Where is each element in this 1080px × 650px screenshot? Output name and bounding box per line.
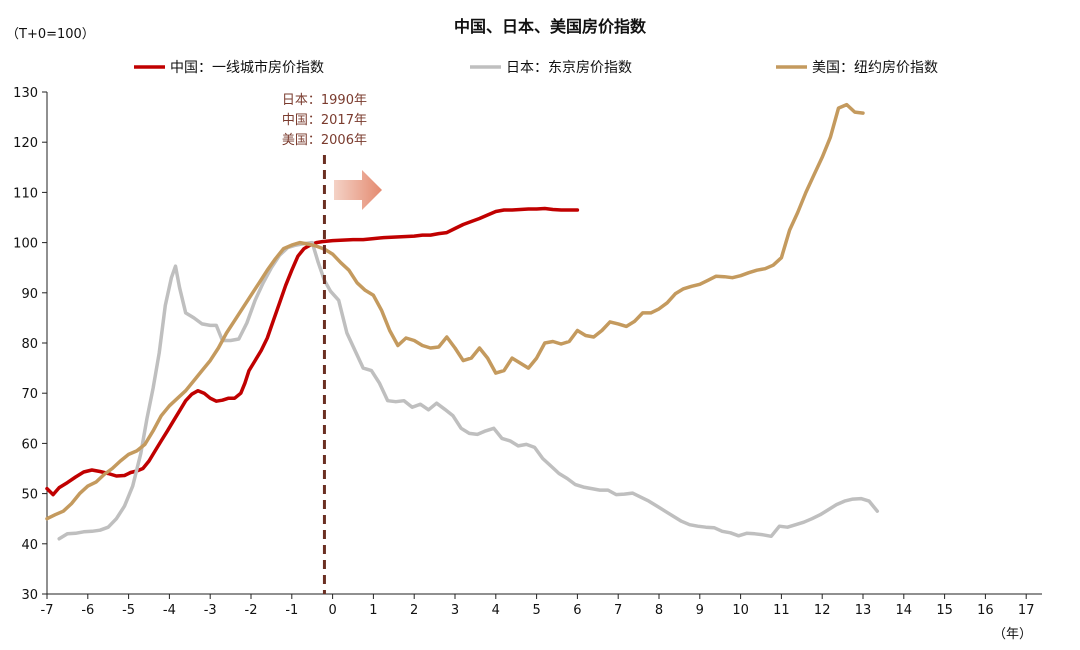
series-line-1 (57, 240, 880, 541)
x-tick-label: -3 (204, 603, 217, 618)
legend: 中国：一线城市房价指数 日本：东京房价指数 美国：纽约房价指数 (134, 59, 938, 76)
x-tick-label: 13 (855, 603, 872, 618)
x-tick-label: 2 (410, 603, 418, 618)
y-tick-label: 50 (21, 488, 38, 503)
x-tick-label: 15 (936, 603, 953, 618)
x-tick-label: 10 (732, 603, 749, 618)
x-tick-label: 1 (369, 603, 377, 618)
series-line-2 (45, 102, 865, 521)
x-tick-label: 9 (696, 603, 704, 618)
chart-title: 中国、日本、美国房价指数 (454, 17, 647, 36)
annotation-line-1: 中国：2017年 (282, 113, 367, 128)
y-tick-label: 60 (21, 437, 38, 452)
series-layer (45, 102, 880, 541)
legend-label-1: 日本：东京房价指数 (506, 60, 632, 76)
x-tick-label: 16 (977, 603, 994, 618)
legend-label-0: 中国：一线城市房价指数 (170, 59, 324, 76)
y-tick-label: 70 (21, 387, 38, 402)
y-tick-label: 120 (13, 136, 38, 151)
x-tick-label: -2 (245, 603, 258, 618)
unit-label: （T+0=100） (6, 27, 95, 42)
annotation-line-2: 美国：2006年 (282, 133, 367, 148)
right-arrow-icon (334, 170, 382, 210)
x-tick-label: 11 (773, 603, 790, 618)
x-tick-label: 17 (1018, 603, 1035, 618)
series-line-0 (45, 206, 580, 497)
x-tick-label: -4 (163, 603, 176, 618)
x-tick-label: 8 (655, 603, 663, 618)
y-tick-label: 100 (13, 237, 38, 252)
legend-label-2: 美国：纽约房价指数 (812, 60, 938, 76)
x-tick-label: 5 (532, 603, 540, 618)
x-tick-label: 7 (614, 603, 622, 618)
x-tick-label: -1 (285, 603, 298, 618)
x-tick-label: -6 (81, 603, 94, 618)
x-tick-label: -7 (41, 603, 54, 618)
x-tick-label: -5 (122, 603, 135, 618)
y-tick-label: 30 (21, 588, 38, 603)
y-tick-label: 130 (13, 86, 38, 101)
y-tick-label: 80 (21, 337, 38, 352)
x-axis-unit-label: （年） (993, 627, 1032, 642)
y-tick-label: 40 (21, 538, 38, 553)
x-tick-label: 14 (896, 603, 913, 618)
x-tick-label: 0 (328, 603, 336, 618)
x-tick-label: 12 (814, 603, 831, 618)
y-tick-label: 110 (13, 186, 38, 201)
y-tick-label: 90 (21, 287, 38, 302)
x-tick-label: 3 (451, 603, 459, 618)
x-tick-label: 4 (492, 603, 500, 618)
x-tick-label: 6 (573, 603, 581, 618)
annotation-line-0: 日本：1990年 (282, 93, 367, 108)
